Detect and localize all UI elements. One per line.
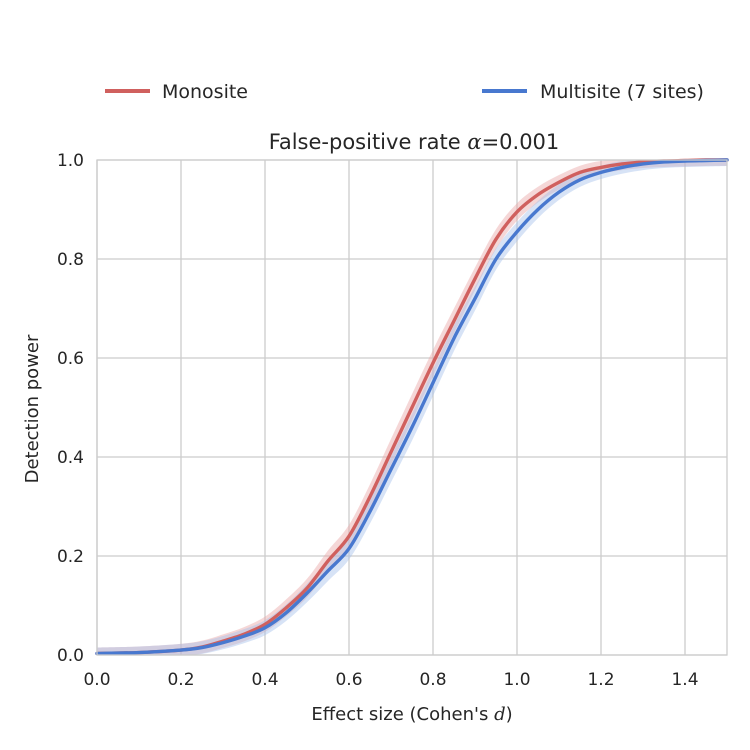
y-tick-label: 0.4 [57, 448, 84, 468]
plot-frame [96, 159, 728, 656]
x-tick-label: 1.2 [587, 670, 614, 690]
legend: Monosite Multisite (7 sites) [105, 81, 704, 103]
y-tick-label: 0.8 [57, 250, 84, 270]
x-tick-label: 1.4 [671, 670, 698, 690]
y-tick-label: 0.2 [57, 547, 84, 567]
x-tick-label: 0.4 [251, 670, 278, 690]
series-lines [95, 158, 729, 656]
x-tick-label: 0.2 [167, 670, 194, 690]
x-tick-labels: 0.0 0.2 0.4 0.6 0.8 1.0 1.2 1.4 [83, 670, 698, 690]
y-tick-label: 0.0 [57, 646, 84, 666]
series-line-multisite [95, 158, 729, 656]
chart-title: False-positive rate α=0.001 [269, 130, 560, 154]
y-tick-labels: 0.0 0.2 0.4 0.6 0.8 1.0 [57, 151, 84, 666]
x-tick-label: 0.0 [83, 670, 110, 690]
y-tick-label: 1.0 [57, 151, 84, 171]
legend-label-monosite: Monosite [162, 81, 248, 103]
x-tick-label: 0.8 [419, 670, 446, 690]
series-line-monosite [95, 158, 729, 656]
y-tick-label: 0.6 [57, 349, 84, 369]
legend-label-multisite: Multisite (7 sites) [540, 81, 704, 103]
x-tick-label: 0.6 [335, 670, 362, 690]
x-tick-label: 1.0 [503, 670, 530, 690]
y-axis-label: Detection power [22, 334, 43, 483]
x-axis-label: Effect size (Cohen's d) [311, 704, 512, 725]
